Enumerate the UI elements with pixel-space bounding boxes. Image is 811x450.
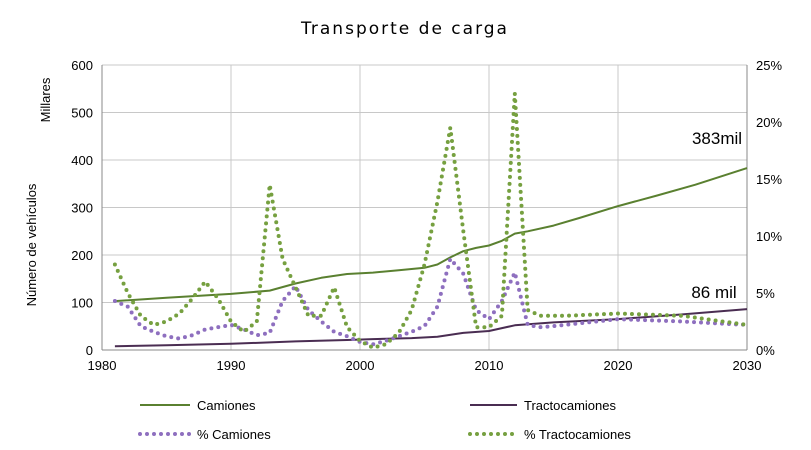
y-axis-label: Número de vehículos [24, 183, 39, 306]
y2-axis-ticks: 0% 5% 10% 15% 20% 25% [756, 58, 782, 358]
x-axis-ticks: 1980 1990 2000 2010 2020 2030 [88, 358, 762, 373]
legend-label-pct-tractocamiones: % Tractocamiones [524, 427, 631, 442]
y-axis-ticks: 0 100 200 300 400 500 600 [71, 58, 93, 358]
series-line-pct-tractocamiones [112, 91, 749, 350]
y2-tick-label: 25% [756, 58, 782, 73]
gridlines [101, 64, 748, 351]
legend-label-tractocamiones: Tractocamiones [524, 398, 616, 413]
x-tick-label: 2010 [475, 358, 504, 373]
x-tick-label: 2020 [604, 358, 633, 373]
legend-label-camiones: Camiones [197, 398, 256, 413]
y-unit-label: Millares [38, 77, 53, 122]
y2-tick-label: 10% [756, 229, 782, 244]
y-tick-label: 100 [71, 296, 93, 311]
y2-tick-label: 15% [756, 172, 782, 187]
x-tick-label: 1980 [88, 358, 117, 373]
series-line-tractocamiones [114, 308, 748, 348]
y-tick-label: 300 [71, 201, 93, 216]
annotation-camiones: 383mil [692, 129, 742, 148]
y-tick-label: 0 [86, 343, 93, 358]
series-lines [112, 91, 749, 350]
x-tick-label: 2030 [733, 358, 762, 373]
series-line-camiones [114, 167, 748, 303]
x-tick-label: 2000 [346, 358, 375, 373]
y-tick-label: 400 [71, 153, 93, 168]
y-tick-label: 600 [71, 58, 93, 73]
y2-tick-label: 20% [756, 115, 782, 130]
y2-tick-label: 5% [756, 286, 775, 301]
series-line-pct-camiones [112, 256, 749, 347]
annotation-tractocamiones: 86 mil [691, 283, 736, 302]
legend: Camiones Tractocamiones % Camiones % Tra… [138, 398, 631, 442]
chart-title: Transporte de carga [300, 19, 509, 39]
legend-label-pct-camiones: % Camiones [197, 427, 271, 442]
y-tick-label: 200 [71, 248, 93, 263]
x-tick-label: 1990 [217, 358, 246, 373]
y-tick-label: 500 [71, 106, 93, 121]
y2-tick-label: 0% [756, 343, 775, 358]
